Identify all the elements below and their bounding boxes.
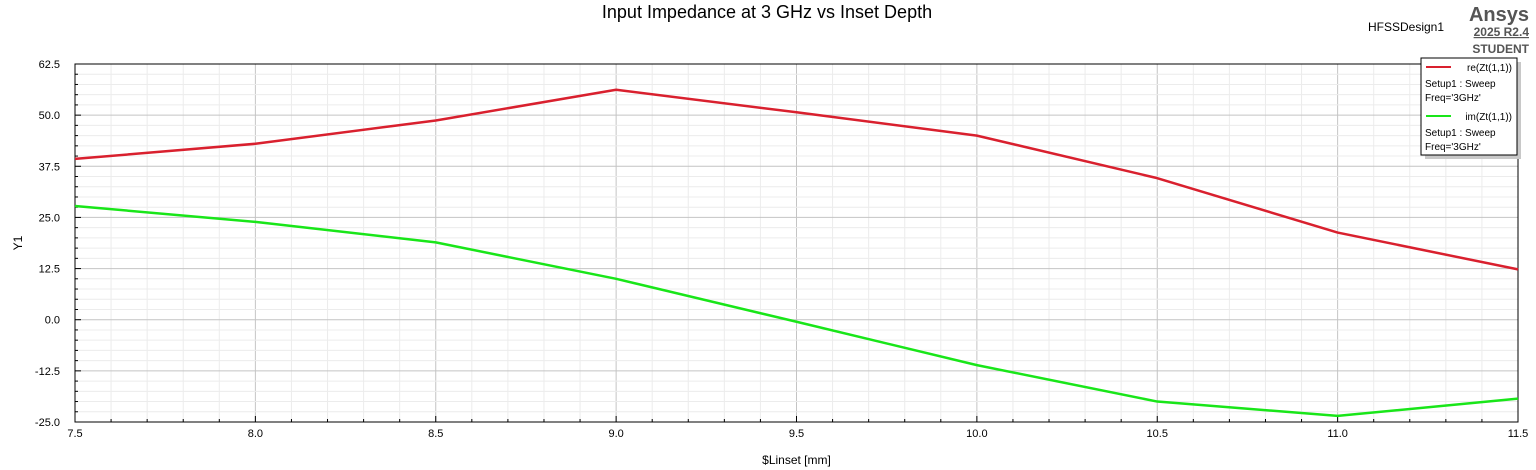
legend-entry-freq: Freq='3GHz' <box>1425 93 1481 104</box>
chart-title: Input Impedance at 3 GHz vs Inset Depth <box>602 2 932 22</box>
y-axis-label: Y1 <box>11 235 25 250</box>
legend-entry-name: re(Zt(1,1)) <box>1467 63 1512 74</box>
x-tick-label: 11.5 <box>1508 428 1529 440</box>
legend-entry-name: im(Zt(1,1)) <box>1465 112 1512 123</box>
brand-version: 2025 R2.4 <box>1474 25 1530 39</box>
x-tick-label: 10.0 <box>966 428 987 440</box>
y-tick-label: -12.5 <box>35 366 60 378</box>
legend-box <box>1420 57 1518 156</box>
y-tick-label: 0.0 <box>45 315 60 327</box>
grid <box>74 63 1519 423</box>
y-tick-label: 37.5 <box>39 161 60 173</box>
legend-entry-freq: Freq='3GHz' <box>1425 142 1481 153</box>
x-tick-label: 11.0 <box>1327 428 1348 440</box>
legend-entry-setup: Setup1 : Sweep <box>1425 128 1496 139</box>
x-tick-label: 10.5 <box>1147 428 1168 440</box>
design-name: HFSSDesign1 <box>1368 20 1444 34</box>
x-axis-label: $Linset [mm] <box>762 453 831 467</box>
legend[interactable]: re(Zt(1,1)) Setup1 : Sweep Freq='3GHz' im(Z… <box>1420 57 1521 159</box>
axis-ticks: 7.5 8.0 8.5 9.0 9.5 10.0 10.5 11.0 11.5 62.5 50.0 3… <box>35 59 1528 440</box>
brand-edition: STUDENT <box>1472 42 1529 56</box>
series <box>74 88 1519 418</box>
y-tick-label: 12.5 <box>39 264 60 276</box>
y-tick-label: -25.0 <box>35 417 60 429</box>
y-tick-label: 25.0 <box>39 212 60 224</box>
x-tick-label: 8.0 <box>248 428 263 440</box>
x-tick-label: 7.5 <box>67 428 82 440</box>
brand-logo: Ansys <box>1469 4 1529 26</box>
x-tick-label: 8.5 <box>428 428 443 440</box>
y-tick-label: 62.5 <box>39 59 60 71</box>
y-tick-label: 50.0 <box>39 110 60 122</box>
legend-entry-setup: Setup1 : Sweep <box>1425 79 1496 90</box>
x-tick-label: 9.0 <box>608 428 623 440</box>
x-tick-label: 9.5 <box>789 428 804 440</box>
